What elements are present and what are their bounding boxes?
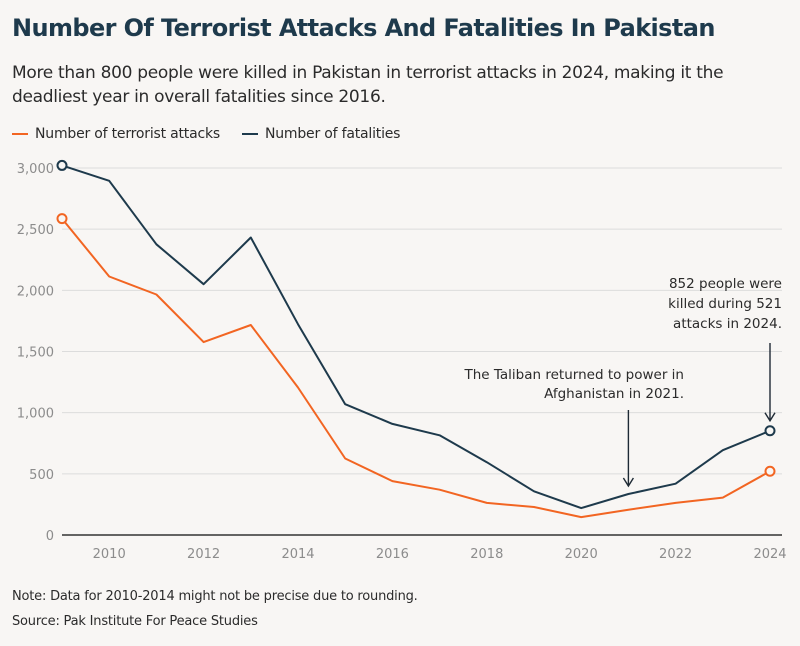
annotation-2024-text: attacks in 2024. [673,316,782,332]
data-point-marker [56,159,68,171]
chart-note: Note: Data for 2010-2014 might not be pr… [12,589,418,604]
y-tick-label: 2,500 [17,223,54,238]
annotation-taliban-text: Afghanistan in 2021. [544,386,684,402]
series-line-attacks [61,217,771,519]
chart-title: Number Of Terrorist Attacks And Fataliti… [12,14,715,42]
y-tick-label: 500 [29,468,54,483]
annotation-taliban-text: The Taliban returned to power in [464,367,685,383]
legend-item-fatalities: Number of fatalities [241,126,401,142]
annotation-2024-text: killed during 521 [668,296,782,312]
annotation-2024-text: 852 people were [669,276,782,292]
annotation-taliban-arrow-head [622,477,634,488]
legend-swatch-attacks [12,133,28,135]
chart-legend: Number of terrorist attacks Number of fa… [12,124,422,144]
chart-subtitle: More than 800 people were killed in Paki… [12,63,724,107]
x-tick-label: 2014 [281,547,314,562]
legend-label-attacks: Number of terrorist attacks [35,126,220,142]
y-tick-label: 0 [46,529,54,544]
x-tick-label: 2020 [565,547,598,562]
y-tick-label: 1,500 [17,346,54,361]
legend-swatch-fatalities [241,133,258,135]
data-point-marker [764,465,776,477]
annotation-2024-arrow-head [764,412,776,423]
line-chart: 0 500 1,000 1,500 2,000 2,500 3,000 2010 2012 201… [17,159,787,562]
y-tick-label: 2,000 [17,284,54,299]
x-tick-label: 2012 [187,547,220,562]
x-tick-label: 2010 [93,547,126,562]
y-tick-label: 1,000 [17,407,54,422]
legend-item-attacks: Number of terrorist attacks [12,126,220,142]
legend-label-fatalities: Number of fatalities [264,126,401,142]
chart-source: Source: Pak Institute For Peace Studies [12,614,258,629]
x-tick-label: 2016 [376,547,409,562]
y-tick-label: 3,000 [17,162,54,177]
data-point-marker [56,213,68,225]
x-tick-label: 2024 [753,547,786,562]
data-point-marker [764,425,776,437]
x-tick-label: 2018 [470,547,503,562]
x-tick-label: 2022 [659,547,692,562]
series-line-fatalities [61,164,771,510]
